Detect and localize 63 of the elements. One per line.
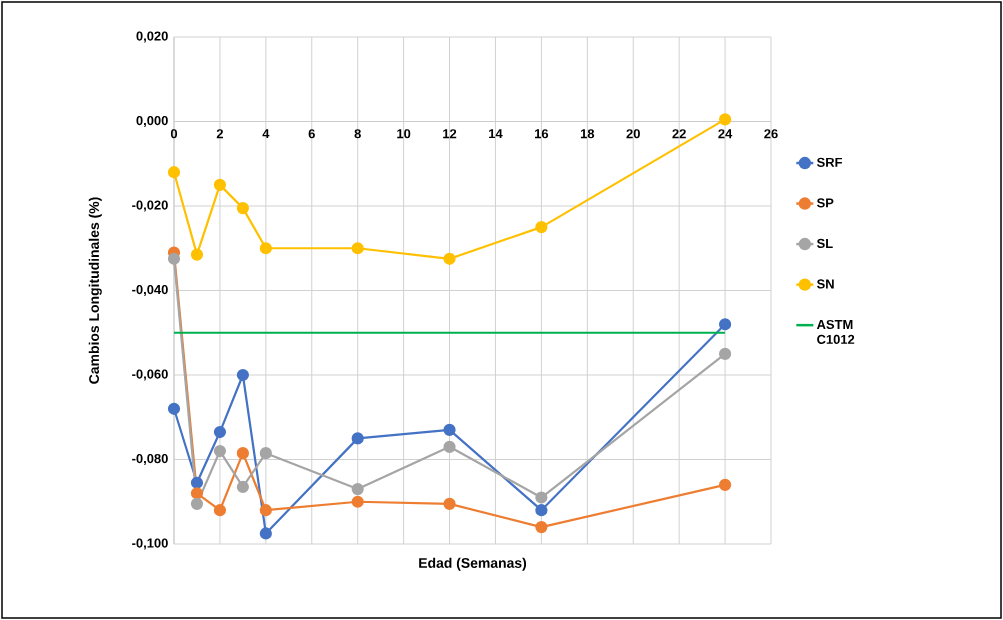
- point: [259, 527, 272, 540]
- x-axis-title: Edad (Semanas): [419, 557, 527, 571]
- point: [718, 318, 732, 331]
- x-tick-label: 26: [764, 129, 778, 139]
- point: [190, 497, 204, 510]
- point: [259, 447, 272, 460]
- x-tick-label: 22: [672, 129, 686, 139]
- point: [443, 440, 456, 453]
- point: [190, 487, 204, 500]
- y-axis-title: Cambios Longitudinales (%): [88, 197, 102, 384]
- point: [213, 178, 227, 191]
- point: [443, 423, 456, 437]
- point: [535, 491, 548, 504]
- point: [236, 480, 249, 494]
- point: [351, 482, 364, 496]
- point: [190, 248, 204, 261]
- legend-label: SRF: [816, 157, 843, 167]
- legend-label: ASTM C1012: [816, 319, 855, 344]
- x-tick-label: 8: [354, 129, 361, 139]
- point: [535, 504, 548, 517]
- legend-label: SL: [816, 238, 833, 248]
- legend-label: SP: [816, 198, 834, 208]
- point: [351, 495, 364, 508]
- point: [259, 242, 272, 255]
- y-tick-label: -0,040: [132, 284, 168, 297]
- x-tick-label: 16: [535, 129, 549, 139]
- point: [213, 504, 227, 517]
- point: [236, 447, 249, 460]
- point: [213, 425, 227, 439]
- point: [236, 368, 249, 382]
- point: [443, 252, 456, 265]
- x-tick-label: 18: [580, 129, 595, 139]
- x-tick-label: 6: [308, 129, 315, 139]
- point: [213, 444, 227, 458]
- y-tick-label: -0,080: [132, 453, 168, 466]
- point: [167, 402, 181, 415]
- x-tick-label: 14: [489, 129, 503, 139]
- x-tick-label: 0: [170, 129, 178, 139]
- legend-label: SN: [816, 279, 834, 289]
- y-tick-label: -0,100: [132, 538, 168, 550]
- point: [718, 347, 732, 360]
- y-tick-label: 0,000: [136, 115, 168, 128]
- x-tick-label: 2: [216, 129, 224, 139]
- x-tick-label: 24: [718, 129, 733, 139]
- y-tick-label: -0,060: [132, 369, 168, 381]
- y-tick-label: -0,020: [132, 200, 168, 212]
- point: [351, 432, 364, 445]
- point: [259, 504, 272, 517]
- x-tick-label: 12: [443, 129, 457, 139]
- x-tick-label: 4: [262, 129, 270, 139]
- point: [167, 166, 181, 179]
- point: [535, 521, 548, 534]
- point: [190, 476, 204, 489]
- x-tick-label: 10: [397, 129, 411, 139]
- point: [718, 113, 732, 126]
- y-tick-label: 0,020: [136, 31, 168, 43]
- point: [167, 252, 181, 265]
- point: [443, 497, 456, 510]
- point: [718, 478, 732, 491]
- point: [236, 202, 249, 215]
- point: [535, 221, 548, 234]
- point: [351, 242, 364, 255]
- x-tick-label: 20: [626, 129, 640, 139]
